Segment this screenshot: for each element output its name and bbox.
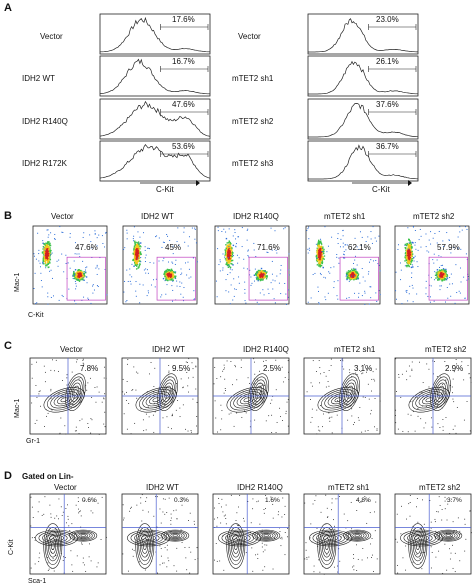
panel-a-right-histogram-0: [307, 13, 419, 55]
histogram-trace: [99, 100, 211, 137]
panel-a-right-percent-0: 23.0%: [376, 15, 399, 24]
histogram-trace: [308, 144, 419, 180]
panel-b-gate-2: [248, 256, 288, 301]
panel-d-title-0: Vector: [54, 483, 77, 492]
panel-a-left-label-0: Vector: [40, 32, 63, 41]
histogram-trace: [308, 18, 418, 53]
panel-a-right-arrow: [352, 180, 412, 186]
panel-b-title-0: Vector: [51, 212, 74, 221]
panel-b-percent-2: 71.6%: [257, 243, 280, 252]
panel-a-left-axis-label: C-Kit: [156, 185, 174, 194]
panel-c-percent-4: 2.9%: [445, 364, 464, 373]
panel-a-left-percent-1: 16.7%: [172, 57, 195, 66]
panel-c-plot-0: [29, 357, 107, 435]
panel-a-right-histogram-1: [307, 55, 419, 97]
panel-d-x-label: Sca-1: [28, 578, 47, 585]
panel-a-right-histogram-3: [307, 140, 419, 182]
panel-c-letter: C: [4, 340, 12, 352]
panel-d-plot-0: [29, 493, 107, 575]
panel-c-percent-0: 7.8%: [80, 364, 99, 373]
histogram-trace: [99, 58, 211, 95]
panel-b-y-label: Mac-1: [14, 272, 21, 292]
panel-a-right-axis-label: C-Kit: [372, 185, 390, 194]
panel-b-title-3: mTET2 sh1: [324, 212, 366, 221]
panel-a-left-histogram-0: [99, 13, 211, 55]
panel-b-letter: B: [4, 210, 12, 222]
panel-b-plot-0: [32, 225, 108, 305]
panel-a-left-histogram-3: [99, 140, 211, 182]
panel-b-gate-1: [156, 256, 196, 301]
panel-a-left-label-1: IDH2 WT: [22, 74, 55, 83]
panel-a-right-histogram-2: [307, 98, 419, 140]
panel-a-right-label-1: mTET2 sh1: [232, 74, 274, 83]
panel-b-x-label: C-Kit: [28, 312, 44, 319]
panel-c-plot-3: [303, 357, 381, 435]
panel-b-gate-0: [66, 256, 106, 301]
panel-d-title-4: mTET2 sh2: [419, 483, 461, 492]
panel-a-left-arrow: [140, 180, 200, 186]
panel-c-percent-2: 2.5%: [263, 364, 282, 373]
panel-a-right-label-3: mTET2 sh3: [232, 159, 274, 168]
panel-b-gate-3: [339, 256, 379, 301]
panel-d-percent-4: 3.7%: [447, 497, 462, 504]
panel-b-plot-4: [394, 225, 470, 305]
panel-a-letter: A: [4, 2, 12, 14]
panel-d-title-1: IDH2 WT: [146, 483, 179, 492]
panel-c-percent-1: 9.5%: [172, 364, 191, 373]
panel-b-percent-4: 57.9%: [437, 243, 460, 252]
panel-a-right-label-2: mTET2 sh2: [232, 117, 274, 126]
panel-c-percent-3: 3.1%: [354, 364, 373, 373]
panel-a-left-histogram-2: [99, 98, 211, 140]
panel-a-right-percent-2: 37.6%: [376, 100, 399, 109]
panel-d-plot-1: [121, 493, 199, 575]
panel-c-plot-1: [121, 357, 199, 435]
panel-a-right-label-0: Vector: [238, 32, 261, 41]
panel-d-percent-2: 1.6%: [265, 497, 280, 504]
panel-b-gate-4: [428, 256, 468, 301]
panel-a-right-percent-3: 36.7%: [376, 142, 399, 151]
panel-d-plot-4: [394, 493, 472, 575]
panel-c-plot-4: [394, 357, 472, 435]
panel-b-plot-2: [214, 225, 290, 305]
panel-a-right-percent-1: 26.1%: [376, 57, 399, 66]
panel-c-title-1: IDH2 WT: [152, 345, 185, 354]
panel-b-title-1: IDH2 WT: [141, 212, 174, 221]
panel-d-percent-1: 0.3%: [174, 497, 189, 504]
panel-c-title-3: mTET2 sh1: [334, 345, 376, 354]
panel-a-left-histogram-1: [99, 55, 211, 97]
panel-d-percent-0: 0.6%: [82, 497, 97, 504]
panel-d-y-label: C-Kit: [8, 539, 15, 555]
panel-b-percent-0: 47.6%: [75, 243, 98, 252]
panel-c-y-label: Mac-1: [14, 398, 21, 418]
panel-d-subtitle: Gated on Lin-: [22, 472, 74, 481]
panel-a-left-percent-0: 17.6%: [172, 15, 195, 24]
panel-d-title-3: mTET2 sh1: [328, 483, 370, 492]
panel-c-title-0: Vector: [60, 345, 83, 354]
panel-d-percent-3: 4.8%: [356, 497, 371, 504]
panel-d-plot-2: [212, 493, 290, 575]
panel-a-left-label-3: IDH2 R172K: [22, 159, 67, 168]
panel-a-left-percent-2: 47.6%: [172, 100, 195, 109]
panel-b-title-2: IDH2 R140Q: [233, 212, 279, 221]
histogram-trace: [308, 60, 419, 95]
histogram-trace: [308, 103, 419, 138]
panel-c-x-label: Gr-1: [26, 438, 40, 445]
histogram-trace: [99, 144, 211, 179]
panel-b-percent-1: 45%: [165, 243, 182, 252]
panel-c-title-2: IDH2 R140Q: [243, 345, 289, 354]
panel-a-left-percent-3: 53.6%: [172, 142, 195, 151]
panel-b-percent-3: 62.1%: [348, 243, 371, 252]
panel-b-plot-3: [305, 225, 381, 305]
panel-b-plot-1: [122, 225, 198, 305]
panel-d-plot-3: [303, 493, 381, 575]
panel-c-plot-2: [212, 357, 290, 435]
panel-b-title-4: mTET2 sh2: [413, 212, 455, 221]
panel-c-title-4: mTET2 sh2: [425, 345, 467, 354]
panel-a-left-label-2: IDH2 R140Q: [22, 117, 68, 126]
histogram-trace: [99, 16, 211, 53]
panel-d-title-2: IDH2 R140Q: [237, 483, 283, 492]
panel-d-letter: D: [4, 470, 12, 482]
